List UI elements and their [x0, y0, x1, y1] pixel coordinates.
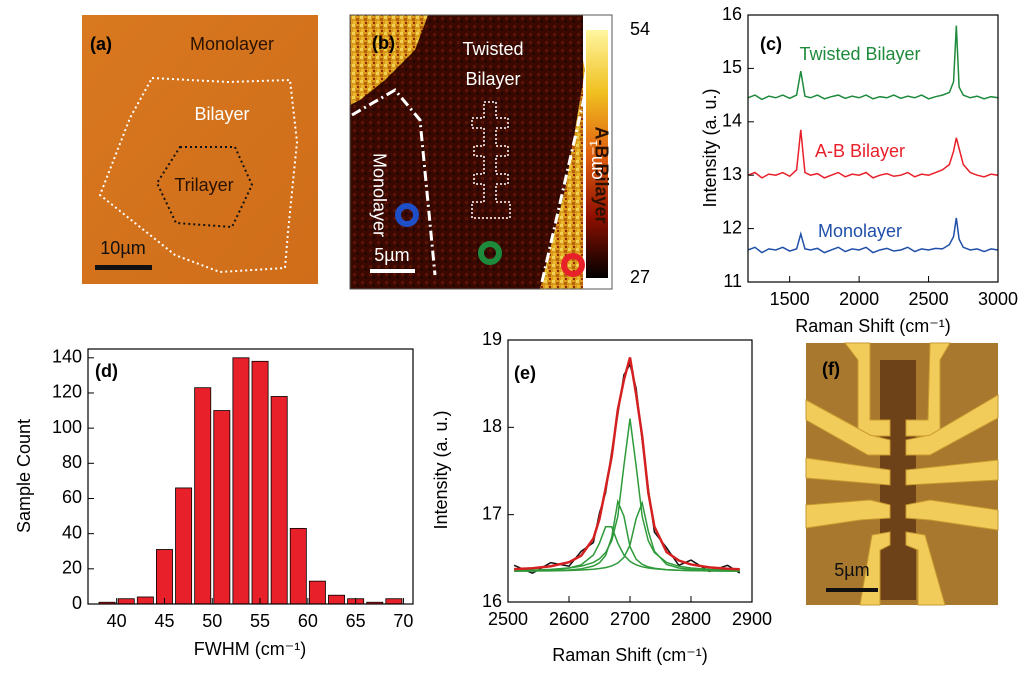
bar: [271, 396, 287, 604]
colorbar-label: 27: [630, 267, 650, 287]
bar: [214, 411, 230, 604]
region-label: Twisted: [462, 39, 523, 59]
bar: [252, 361, 268, 604]
y-axis-label: Sample Count: [14, 419, 34, 533]
series-line: [514, 364, 740, 573]
panel-f: (f) 5µm: [806, 343, 998, 605]
y-tick-label: 11: [723, 271, 742, 291]
x-tick-label: 2700: [610, 609, 650, 629]
x-tick-label: 2000: [839, 289, 879, 309]
y-tick-label: 15: [722, 57, 742, 77]
y-tick-label: 0: [72, 593, 82, 613]
region-label: Bilayer: [465, 69, 520, 89]
bar: [386, 599, 402, 604]
y-tick-label: 14: [722, 111, 742, 131]
y-tick-label: 60: [62, 487, 82, 507]
y-tick-label: 120: [52, 382, 82, 402]
colorbar-unit: cm⁻¹: [586, 140, 606, 180]
x-tick-label: 3000: [978, 289, 1018, 309]
series-line: [514, 503, 740, 571]
y-axis-label: Intensity (a. u.): [700, 88, 720, 207]
region-label: Trilayer: [174, 175, 233, 195]
region-label: Monolayer: [369, 153, 389, 237]
panel-a: (a) Monolayer Bilayer Trilayer 10µm: [82, 15, 318, 284]
y-tick-label: 20: [62, 558, 82, 578]
x-tick-label: 55: [250, 611, 270, 631]
x-tick-label: 70: [393, 611, 413, 631]
legend-entry: Twisted Bilayer: [799, 44, 920, 64]
y-tick-label: 100: [52, 417, 82, 437]
panel-label: (c): [760, 34, 782, 54]
region-label: Bilayer: [194, 104, 249, 124]
plot-frame: [88, 349, 413, 604]
region-label: Monolayer: [190, 34, 274, 54]
scale-label: 10µm: [100, 238, 145, 258]
panel-b: (b) Twisted Bilayer Monolayer A-B Bilaye…: [350, 15, 650, 289]
x-tick-label: 2800: [671, 609, 711, 629]
y-axis-label: Intensity (a. u.): [431, 410, 451, 529]
bar: [176, 488, 192, 604]
y-tick-label: 16: [722, 4, 742, 24]
series-line: [514, 502, 740, 572]
x-tick-label: 1500: [770, 289, 810, 309]
bar: [137, 597, 153, 604]
x-axis-label: Raman Shift (cm⁻¹): [795, 316, 951, 336]
y-tick-label: 40: [62, 522, 82, 542]
x-tick-label: 2500: [488, 609, 528, 629]
y-tick-label: 13: [722, 164, 742, 184]
x-tick-label: 50: [202, 611, 222, 631]
bar: [309, 581, 325, 604]
figure: (a) Monolayer Bilayer Trilayer 10µm (b) …: [0, 0, 1026, 668]
panel-label: (a): [90, 34, 112, 54]
y-tick-label: 19: [482, 329, 502, 349]
series-line: [514, 357, 740, 569]
y-tick-label: 16: [482, 591, 502, 611]
colorbar-label: 54: [630, 19, 650, 39]
panel-label: (b): [372, 33, 395, 53]
panel-label: (e): [514, 363, 536, 383]
bar: [195, 388, 211, 604]
y-tick-label: 18: [482, 416, 502, 436]
bar: [290, 528, 306, 604]
x-tick-label: 60: [298, 611, 318, 631]
y-tick-label: 140: [52, 347, 82, 367]
bar: [233, 358, 249, 604]
x-axis-label: Raman Shift (cm⁻¹): [552, 645, 708, 665]
bar: [156, 549, 172, 604]
panel-label: (f): [822, 359, 840, 379]
x-tick-label: 45: [154, 611, 174, 631]
scale-label: 5µm: [834, 560, 869, 580]
legend-entry: A-B Bilayer: [815, 141, 905, 161]
bar: [118, 599, 134, 604]
scale-bar: [370, 269, 415, 273]
x-tick-label: 65: [346, 611, 366, 631]
bar: [328, 595, 344, 604]
scale-bar: [826, 588, 878, 592]
y-tick-label: 17: [482, 503, 502, 523]
y-tick-label: 12: [722, 217, 742, 237]
scale-label: 5µm: [374, 245, 409, 265]
scale-bar: [95, 265, 152, 270]
x-tick-label: 2900: [732, 609, 772, 629]
x-axis-label: FWHM (cm⁻¹): [194, 639, 306, 659]
x-tick-label: 2600: [549, 609, 589, 629]
legend-entry: Monolayer: [818, 221, 902, 241]
x-tick-label: 40: [107, 611, 127, 631]
x-tick-label: 2500: [909, 289, 949, 309]
series-line: [514, 419, 740, 571]
y-tick-label: 80: [62, 452, 82, 472]
panel-label: (d): [95, 361, 118, 381]
plot-frame: [508, 340, 752, 602]
